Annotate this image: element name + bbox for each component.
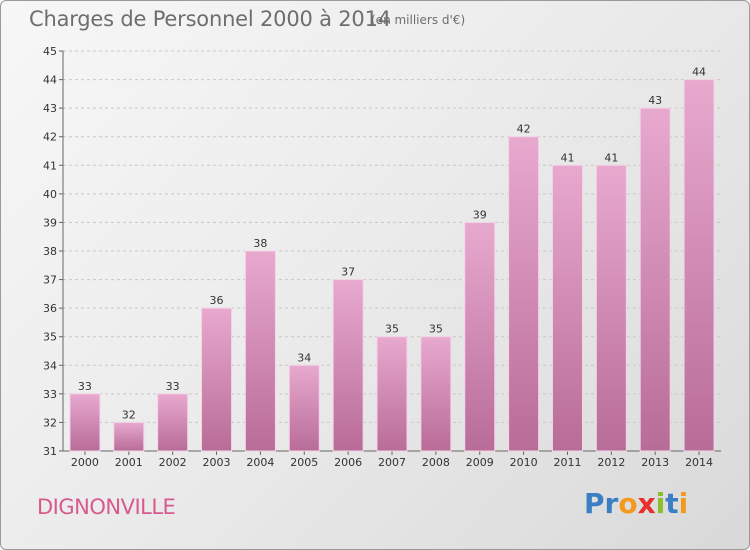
y-tick-label: 36 — [43, 302, 57, 315]
logo-letter: P — [584, 487, 605, 520]
bar-value-label: 36 — [210, 294, 224, 307]
bar — [508, 136, 540, 452]
y-tick-label: 37 — [43, 274, 57, 287]
bar-value-label: 35 — [429, 323, 443, 336]
bar — [332, 279, 364, 452]
y-tick-label: 41 — [43, 159, 57, 172]
y-tick-label: 34 — [43, 359, 57, 372]
bar — [157, 393, 189, 452]
bar-value-label: 43 — [648, 94, 662, 107]
bar-value-label: 42 — [517, 123, 531, 136]
value-labels: 33 32 33 36 38 34 37 35 35 39 42 41 41 43 44 — [78, 66, 706, 422]
x-tick-label: 2013 — [641, 456, 669, 469]
bar-value-label: 38 — [253, 237, 267, 250]
x-tick-label: 2014 — [685, 456, 713, 469]
bar — [244, 250, 276, 452]
y-tick-label: 39 — [43, 216, 57, 229]
logo-letter: o — [618, 487, 638, 520]
x-tick-label: 2012 — [597, 456, 625, 469]
x-tick-label: 2002 — [159, 456, 187, 469]
x-tick-label: 2001 — [115, 456, 143, 469]
bar — [376, 336, 408, 452]
bar — [683, 79, 715, 452]
logo-letter: i — [678, 487, 689, 520]
x-tick-label: 2000 — [71, 456, 99, 469]
x-tick-label: 2004 — [246, 456, 274, 469]
x-tick-label: 2005 — [290, 456, 318, 469]
chart-title: Charges de Personnel 2000 à 2014 — [29, 7, 391, 31]
bar-value-label: 34 — [297, 351, 311, 364]
y-tick-label: 45 — [43, 45, 57, 58]
logo-letter: i — [655, 487, 666, 520]
x-tick-label: 2006 — [334, 456, 362, 469]
bar-value-label: 33 — [166, 380, 180, 393]
bar — [288, 364, 320, 452]
proxiti-logo: Proxiti — [584, 487, 688, 520]
y-tick-label: 32 — [43, 416, 57, 429]
bar — [551, 164, 583, 452]
y-tick-label: 44 — [43, 74, 57, 87]
bar — [201, 307, 233, 452]
commune-name: DIGNONVILLE — [37, 495, 176, 519]
y-tick-label: 43 — [43, 102, 57, 115]
bar-value-label: 33 — [78, 380, 92, 393]
y-tick-label: 38 — [43, 245, 57, 258]
y-tick-label: 35 — [43, 331, 57, 344]
y-tick-label: 31 — [43, 445, 57, 458]
bar-value-label: 44 — [692, 66, 706, 79]
x-tick-label: 2008 — [422, 456, 450, 469]
y-tick-label: 42 — [43, 131, 57, 144]
bars — [69, 79, 715, 452]
logo-letter: r — [604, 487, 619, 520]
x-tick-label: 2010 — [510, 456, 538, 469]
bar — [639, 107, 671, 452]
x-tick-label: 2003 — [203, 456, 231, 469]
bar — [113, 421, 145, 452]
bar-value-label: 35 — [385, 323, 399, 336]
bar-value-label: 41 — [560, 151, 574, 164]
bar-value-label: 37 — [341, 266, 355, 279]
bar-value-label: 39 — [473, 208, 487, 221]
x-tick-label: 2011 — [553, 456, 581, 469]
tick-labels: 31 32 33 34 35 36 37 38 39 40 41 42 43 44 45 2000 2001 20… — [43, 45, 713, 469]
logo-letter: t — [665, 487, 679, 520]
bar-value-label: 32 — [122, 408, 136, 421]
bar — [595, 164, 627, 452]
logo-letter: x — [637, 487, 656, 520]
y-tick-label: 33 — [43, 388, 57, 401]
bar — [69, 393, 101, 452]
bar-value-label: 41 — [604, 151, 618, 164]
y-tick-label: 40 — [43, 188, 57, 201]
x-tick-label: 2009 — [466, 456, 494, 469]
bar — [464, 221, 496, 452]
chart-subtitle: (en milliers d'€) — [371, 13, 466, 27]
x-tick-label: 2007 — [378, 456, 406, 469]
bar — [420, 336, 452, 452]
